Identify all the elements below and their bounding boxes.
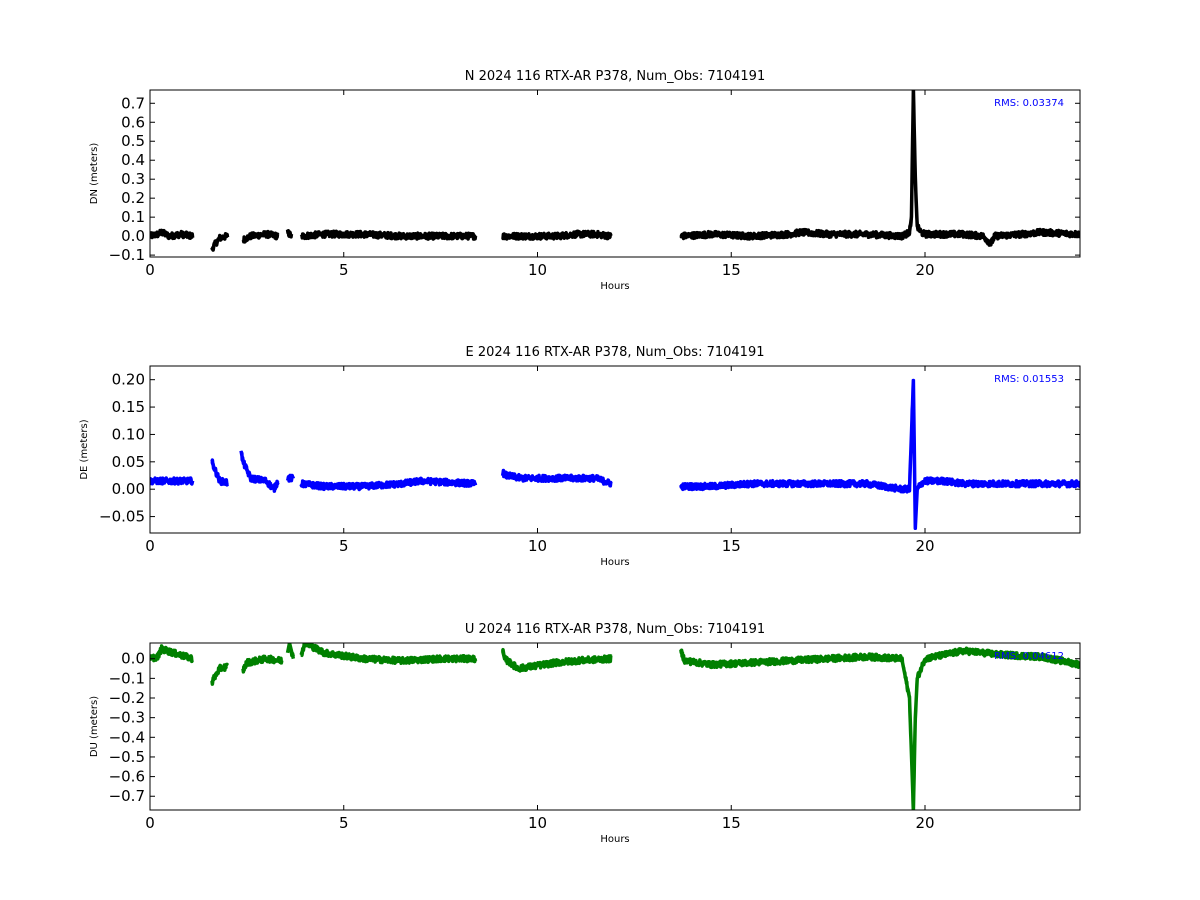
y-tick-label: 0.4 (121, 151, 145, 169)
x-tick-label: 0 (145, 814, 155, 832)
series-line (150, 378, 1080, 531)
y-axis-label: DN (meters) (89, 143, 100, 205)
series-line (150, 90, 1080, 252)
y-tick-label: −0.3 (109, 709, 145, 727)
x-tick-label: 0 (145, 261, 155, 279)
y-tick-label: 0.10 (112, 425, 145, 443)
y-tick-label: 0.5 (121, 132, 145, 150)
y-tick-label: 0.3 (121, 170, 145, 188)
y-tick-label: −0.7 (109, 787, 145, 805)
y-tick-label: −0.2 (109, 689, 145, 707)
x-tick-label: 15 (722, 261, 741, 279)
y-tick-label: 0.2 (121, 189, 145, 207)
x-tick-label: 20 (915, 537, 934, 555)
subplot-title: E 2024 116 RTX-AR P378, Num_Obs: 7104191 (466, 345, 765, 360)
y-tick-label: −0.6 (109, 768, 145, 786)
rms-annotation: RMS: 0.03374 (994, 98, 1064, 109)
panels: 0 5 10 15 20−0.10.00.10.20.30.40.50.60.7N 20… (79, 69, 1081, 845)
rms-annotation: RMS: 0.01553 (994, 374, 1064, 385)
y-tick-label: −0.05 (99, 508, 145, 526)
y-tick-label: 0.1 (121, 208, 145, 226)
x-tick-label: 0 (145, 537, 155, 555)
x-tick-label: 5 (339, 261, 349, 279)
y-tick-label: 0.00 (112, 480, 145, 498)
y-tick-label: 0.15 (112, 398, 145, 416)
rms-annotation: RMS: 0.04612 (994, 651, 1064, 662)
axes-frame (149, 365, 1081, 534)
y-tick-label: −0.1 (109, 669, 145, 687)
y-tick-label: 0.6 (121, 113, 145, 131)
x-axis-label: Hours (600, 834, 629, 845)
y-tick-label: 0.0 (121, 650, 145, 668)
x-tick-label: 10 (528, 814, 547, 832)
x-axis-label: Hours (600, 557, 629, 568)
subplot-title: U 2024 116 RTX-AR P378, Num_Obs: 7104191 (465, 622, 765, 637)
y-tick-label: −0.5 (109, 748, 145, 766)
x-tick-label: 15 (722, 814, 741, 832)
x-tick-label: 10 (528, 261, 547, 279)
y-axis-label: DU (meters) (89, 696, 100, 757)
subplot-2: 0 5 10 15 20 −0.05 0.00 0.05 0.10 0.15 0.20 E 2024 … (79, 345, 1081, 568)
series-line (150, 643, 1080, 810)
y-tick-label: 0.7 (121, 94, 145, 112)
x-tick-label: 5 (339, 814, 349, 832)
x-tick-label: 10 (528, 537, 547, 555)
x-axis-label: Hours (600, 281, 629, 292)
y-tick-label: 0.20 (112, 371, 145, 389)
y-tick-label: 0.05 (112, 453, 145, 471)
y-tick-label: −0.1 (109, 246, 145, 264)
y-axis-label: DE (meters) (79, 419, 90, 479)
subplot-1: 0 5 10 15 20 −0.10.00.10.20.30.40.50.60.7 N 20… (89, 69, 1081, 292)
x-tick-label: 20 (915, 814, 934, 832)
subplot-3: 0 5 10 15 20 −0.7−0.6 −0.5 −0.4−0.3 −0.2 −0.10.0 U… (89, 622, 1081, 845)
axes-frame (149, 89, 1081, 258)
y-tick-label: 0.0 (121, 227, 145, 245)
axes-frame (149, 642, 1081, 811)
subplot-title: N 2024 116 RTX-AR P378, Num_Obs: 7104191 (465, 69, 765, 84)
x-tick-label: 5 (339, 537, 349, 555)
y-tick-label: −0.4 (109, 728, 145, 746)
x-tick-label: 15 (722, 537, 741, 555)
x-tick-label: 20 (915, 261, 934, 279)
